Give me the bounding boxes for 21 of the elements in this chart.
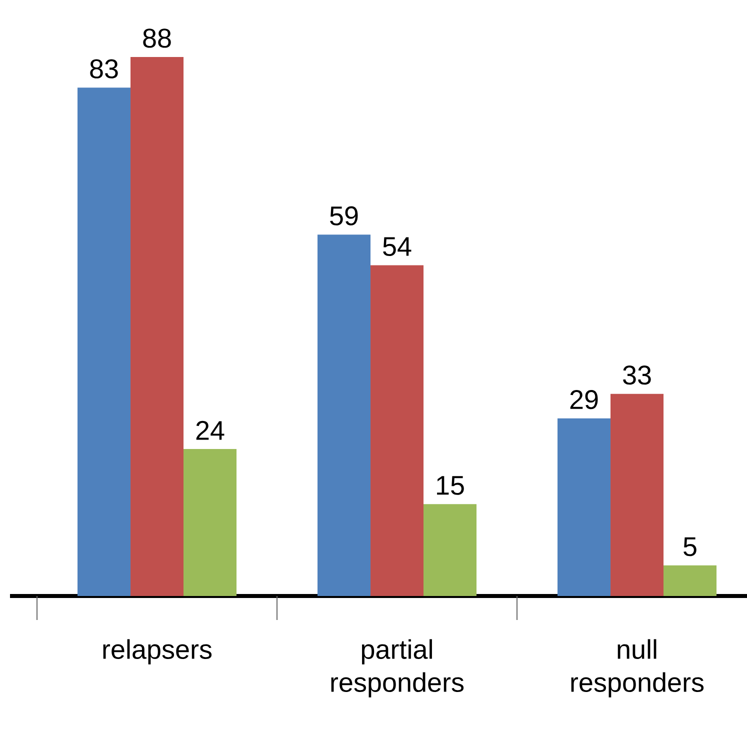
bar (184, 448, 237, 596)
x-tick-label: null responders (571, 639, 704, 698)
data-label: 15 (437, 476, 464, 495)
data-label: 5 (684, 537, 696, 556)
bar (78, 88, 131, 596)
data-label: 54 (383, 237, 412, 256)
bar (558, 418, 611, 596)
data-label: 33 (623, 366, 651, 385)
bar (318, 234, 371, 596)
data-label: 83 (90, 59, 118, 78)
bar (664, 565, 717, 596)
bar (370, 265, 424, 596)
data-label: 29 (570, 390, 598, 410)
data-label: 24 (196, 420, 224, 440)
data-label: 88 (143, 28, 171, 48)
x-tick-label: relapsers (103, 639, 212, 664)
bar (610, 394, 664, 596)
data-label: 59 (330, 206, 358, 226)
bar (424, 504, 477, 596)
x-tick-label: partial responders (331, 639, 464, 698)
bar (130, 56, 184, 596)
